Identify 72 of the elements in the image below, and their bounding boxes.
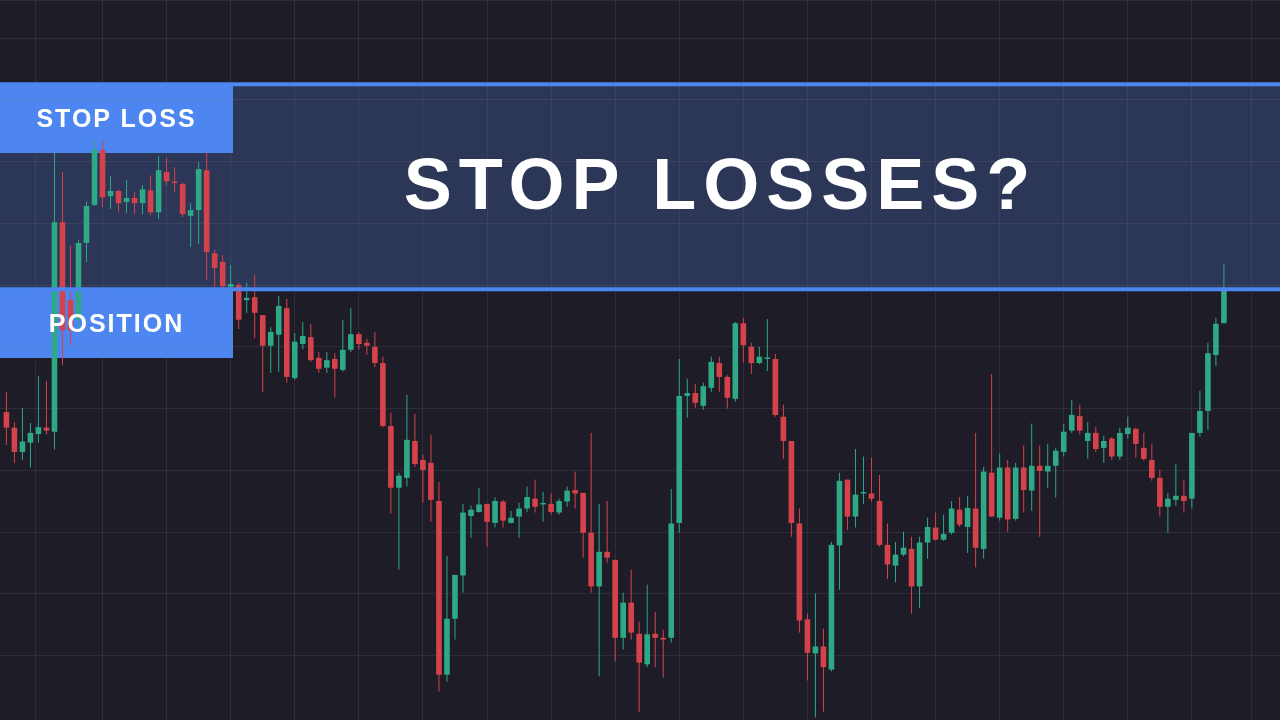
- candlestick: [396, 472, 402, 571]
- candlestick: [468, 505, 474, 539]
- candlestick: [812, 592, 819, 718]
- candlestick: [324, 351, 330, 374]
- candlestick: [532, 479, 538, 514]
- candlestick: [243, 282, 250, 314]
- candlestick: [27, 422, 34, 469]
- candlestick: [171, 166, 178, 193]
- candlestick: [524, 486, 530, 513]
- candlestick: [251, 274, 258, 339]
- candlestick: [548, 492, 554, 516]
- candlestick: [187, 202, 194, 248]
- candlestick: [372, 331, 378, 368]
- candlestick: [868, 457, 875, 503]
- candlestick: [924, 517, 931, 560]
- candlestick: [1197, 390, 1203, 438]
- candlestick: [43, 380, 50, 436]
- candlestick: [1100, 435, 1107, 464]
- candlestick: [516, 502, 522, 539]
- candlestick: [716, 356, 723, 393]
- candlestick: [1036, 445, 1043, 538]
- candlestick: [1076, 404, 1083, 436]
- candlestick: [211, 249, 218, 288]
- candlestick: [1173, 463, 1179, 507]
- candlestick: [500, 499, 506, 529]
- candlestick: [652, 611, 659, 668]
- candlestick: [307, 323, 314, 363]
- candlestick: [1092, 426, 1099, 453]
- candlestick: [764, 318, 771, 372]
- candlestick: [348, 307, 354, 353]
- candlestick: [724, 374, 731, 410]
- chart-title: STOP LOSSES?: [403, 143, 1038, 224]
- candlestick: [820, 628, 827, 713]
- candlestick: [1084, 421, 1091, 460]
- candlestick: [316, 351, 322, 374]
- ref-line-label: STOP LOSS: [36, 104, 197, 134]
- candlestick: [604, 500, 610, 564]
- candlestick: [1060, 423, 1067, 458]
- candlestick: [692, 383, 699, 409]
- candlestick: [1165, 492, 1171, 534]
- candlestick: [1068, 399, 1075, 434]
- candlestick: [476, 487, 482, 514]
- candlestick: [700, 382, 707, 411]
- candlestick: [420, 454, 426, 504]
- candlestick: [684, 378, 691, 419]
- candlestick: [299, 321, 306, 350]
- candlestick: [3, 391, 10, 446]
- candlestick: [484, 503, 490, 548]
- candlestick: [1141, 432, 1147, 462]
- candlestick: [1117, 427, 1123, 461]
- candlestick: [1108, 436, 1115, 461]
- candlestick: [332, 352, 338, 399]
- candlestick: [492, 497, 498, 529]
- candlestick: [940, 514, 947, 542]
- candlestick: [412, 413, 418, 468]
- candlestick: [892, 541, 899, 583]
- candlestick: [1125, 416, 1131, 440]
- candlestick: [1181, 479, 1187, 514]
- candlestick: [900, 531, 907, 557]
- candlestick: [660, 629, 667, 679]
- candlestick: [35, 375, 42, 444]
- candlestick: [1052, 447, 1059, 499]
- candlestick: [1133, 427, 1139, 459]
- candlestick: [508, 510, 514, 525]
- candlestick: [267, 326, 274, 374]
- candlestick: [340, 319, 346, 373]
- candlestick: [139, 184, 146, 215]
- candlestick: [364, 338, 370, 356]
- candlestick: [564, 486, 570, 508]
- candlestick: [1044, 443, 1051, 489]
- candlestick: [1149, 443, 1155, 482]
- candlestick: [572, 471, 578, 509]
